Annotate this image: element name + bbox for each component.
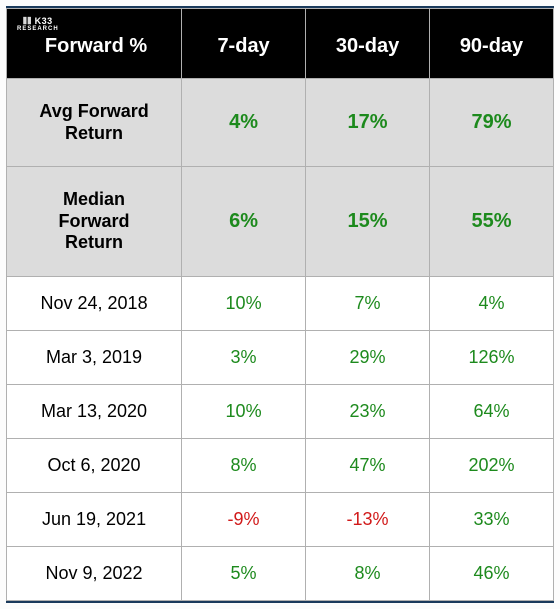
value-cell: -13% <box>306 492 430 546</box>
value-cell: 10% <box>182 276 306 330</box>
table-row: Nov 9, 20225%8%46% <box>7 546 554 600</box>
summary-row: MedianForwardReturn6%15%55% <box>7 167 554 277</box>
value-cell: 29% <box>306 330 430 384</box>
value-cell: 8% <box>306 546 430 600</box>
table-container: ⫴⫴ K33 RESEARCH Forward % 7-day 30-day 9… <box>6 6 554 603</box>
summary-value: 6% <box>182 167 306 277</box>
date-cell: Mar 3, 2019 <box>7 330 182 384</box>
summary-label: MedianForwardReturn <box>7 167 182 277</box>
forward-return-table: ⫴⫴ K33 RESEARCH Forward % 7-day 30-day 9… <box>6 8 554 601</box>
summary-value: 17% <box>306 79 430 167</box>
value-cell: 47% <box>306 438 430 492</box>
summary-value: 55% <box>430 167 554 277</box>
table-row: Oct 6, 20208%47%202% <box>7 438 554 492</box>
value-cell: -9% <box>182 492 306 546</box>
summary-value: 15% <box>306 167 430 277</box>
col-header-90day: 90-day <box>430 9 554 79</box>
col-header-30day: 30-day <box>306 9 430 79</box>
summary-label: Avg ForwardReturn <box>7 79 182 167</box>
value-cell: 3% <box>182 330 306 384</box>
value-cell: 10% <box>182 384 306 438</box>
table-row: Mar 13, 202010%23%64% <box>7 384 554 438</box>
value-cell: 23% <box>306 384 430 438</box>
table-row: Nov 24, 201810%7%4% <box>7 276 554 330</box>
summary-value: 79% <box>430 79 554 167</box>
date-cell: Oct 6, 2020 <box>7 438 182 492</box>
col-0-label: Forward % <box>45 35 147 57</box>
summary-row: Avg ForwardReturn4%17%79% <box>7 79 554 167</box>
date-cell: Jun 19, 2021 <box>7 492 182 546</box>
col-header-forward: ⫴⫴ K33 RESEARCH Forward % <box>7 9 182 79</box>
value-cell: 7% <box>306 276 430 330</box>
col-header-7day: 7-day <box>182 9 306 79</box>
k33-logo: ⫴⫴ K33 RESEARCH <box>17 17 59 32</box>
table-row: Mar 3, 20193%29%126% <box>7 330 554 384</box>
summary-value: 4% <box>182 79 306 167</box>
value-cell: 126% <box>430 330 554 384</box>
date-cell: Mar 13, 2020 <box>7 384 182 438</box>
header-row: ⫴⫴ K33 RESEARCH Forward % 7-day 30-day 9… <box>7 9 554 79</box>
value-cell: 46% <box>430 546 554 600</box>
date-cell: Nov 24, 2018 <box>7 276 182 330</box>
value-cell: 8% <box>182 438 306 492</box>
value-cell: 33% <box>430 492 554 546</box>
value-cell: 64% <box>430 384 554 438</box>
value-cell: 202% <box>430 438 554 492</box>
table-row: Jun 19, 2021-9%-13%33% <box>7 492 554 546</box>
value-cell: 5% <box>182 546 306 600</box>
value-cell: 4% <box>430 276 554 330</box>
date-cell: Nov 9, 2022 <box>7 546 182 600</box>
